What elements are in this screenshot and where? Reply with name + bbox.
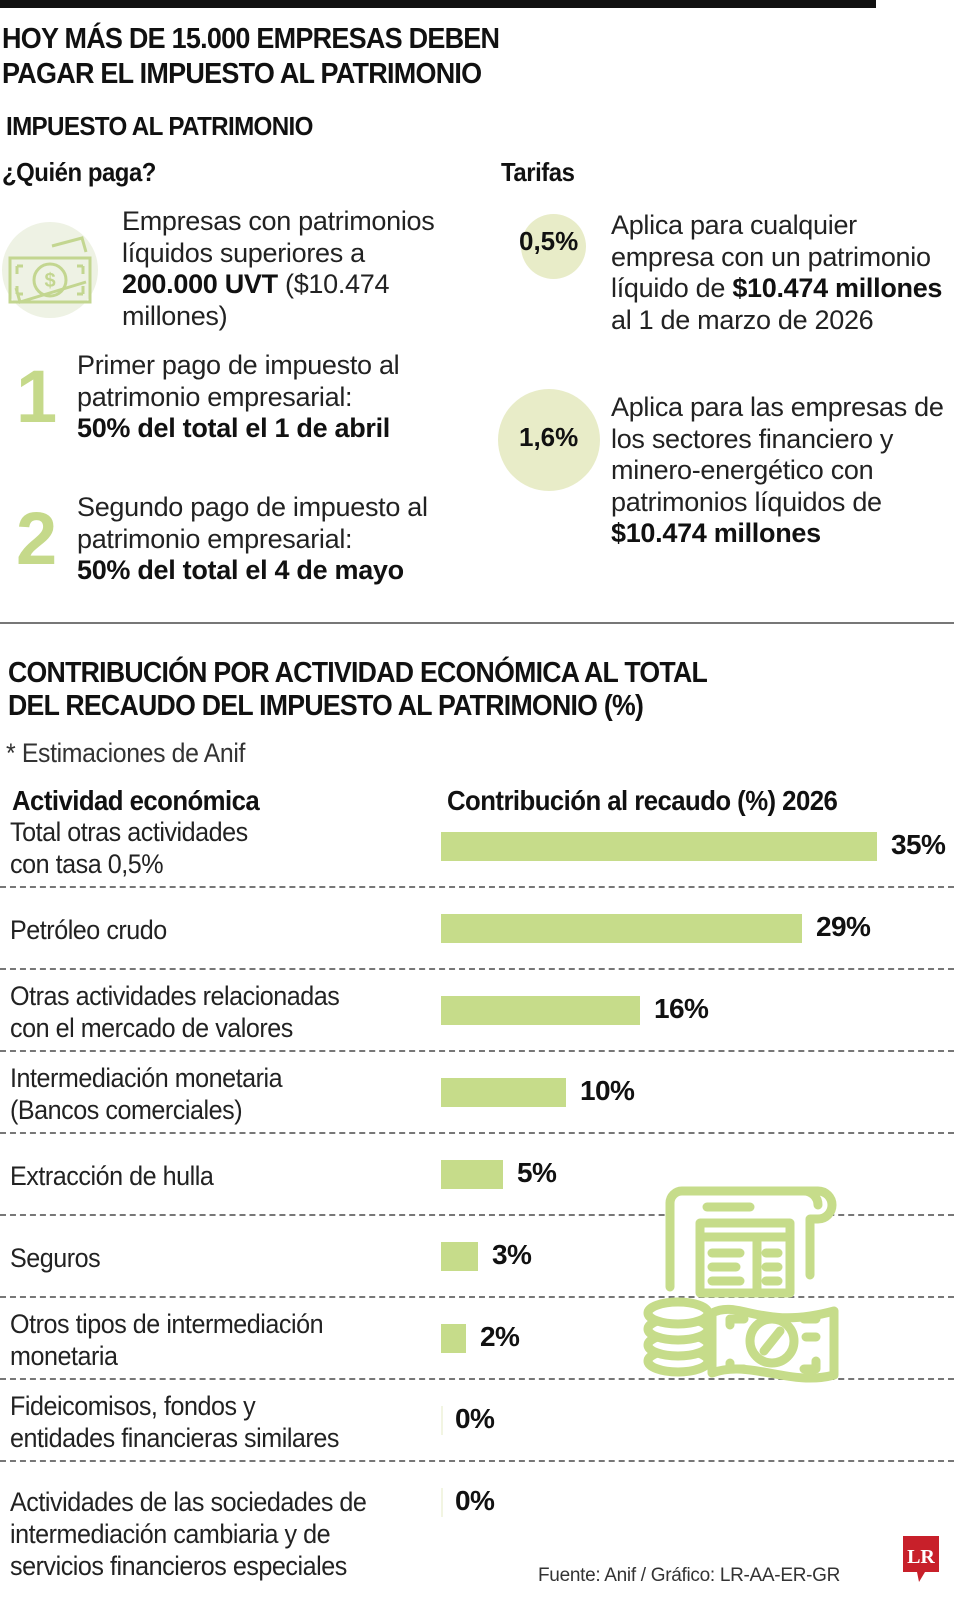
bar-value-label: 3% [492,1239,532,1270]
bar-value-label: 0% [455,1485,495,1516]
category-label: Actividades de las sociedades de intermed… [10,1487,367,1581]
top-rule [0,0,876,8]
rate-circle-0-5 [521,214,586,279]
bar-value-label: 29% [816,911,871,942]
rates-heading: Tarifas [501,157,575,187]
category-label: Otras actividades relacionadas con el mer… [10,981,340,1043]
bar-value-label: 5% [517,1157,557,1188]
section-title: IMPUESTO AL PATRIMONIO [6,111,313,141]
category-label: Extracción de hulla [10,1161,214,1191]
column-header-activity: Actividad económica [12,785,260,816]
chart-row: Fideicomisos, fondos y entidades financie… [0,1390,954,1472]
who-pays-description: Empresas con patrimonios líquidos superi… [122,206,435,331]
row-separator [0,1296,954,1298]
row-separator [0,1460,954,1462]
bar-value-label: 0% [455,1403,495,1434]
bar [441,996,640,1025]
payment-step-1: Primer pago de impuesto al patrimonio em… [77,350,400,443]
bar [441,1242,478,1271]
rate-value-1-6: 1,6% [519,422,579,452]
category-label: Intermediación monetaria (Bancos comercia… [10,1063,283,1125]
rate-circle-1-6 [498,389,600,491]
rate-description-1-6: Aplica para las empresas de los sectores… [611,392,944,548]
svg-text:$: $ [44,270,55,292]
page-title: HOY MÁS DE 15.000 EMPRESAS DEBEN PAGAR E… [2,23,500,90]
row-separator [0,886,954,888]
row-separator [0,1214,954,1216]
chart-row: Seguros 3% [0,1226,954,1308]
chart-row: Otras actividades relacionadas con el mer… [0,980,954,1062]
money-bill-icon: $ [2,222,98,318]
chart-title: CONTRIBUCIÓN POR ACTIVIDAD ECONÓMICA AL … [8,657,708,722]
bar [441,832,877,861]
bar [441,1078,566,1107]
bar-value-label: 16% [654,993,709,1024]
category-label: Seguros [10,1243,101,1273]
category-label: Fideicomisos, fondos y entidades financie… [10,1391,339,1453]
bar [441,914,802,943]
bar-value-label: 35% [891,829,946,860]
row-separator [0,1378,954,1380]
who-pays-heading: ¿Quién paga? [2,157,156,187]
column-header-contribution: Contribución al recaudo (%) 2026 [447,785,838,816]
category-label: Otros tipos de intermediación monetaria [10,1309,324,1371]
step-number-2: 2 [16,497,58,580]
section-divider [0,622,954,624]
tax-document-coins-icon [640,1175,860,1390]
row-separator [0,968,954,970]
rate-description-0-5: Aplica para cualquier empresa con un pat… [611,210,943,335]
payment-step-2: Segundo pago de impuesto al patrimonio e… [77,492,428,585]
bar [441,1324,466,1353]
chart-row: Total otras actividades con tasa 0,5% 35% [0,816,954,898]
chart-row: Petróleo crudo 29% [0,898,954,980]
step-number-1: 1 [16,355,58,438]
chart-row: Extracción de hulla 5% [0,1144,954,1226]
category-label: Petróleo crudo [10,915,167,945]
chart-row: Actividades de las sociedades de intermed… [0,1472,954,1581]
svg-text:LR: LR [907,1546,935,1568]
rate-value-0-5: 0,5% [519,226,579,256]
chart-note: * Estimaciones de Anif [6,738,246,768]
bar-value-label: 2% [480,1321,520,1352]
row-separator [0,1050,954,1052]
chart-row: Intermediación monetaria (Bancos comercia… [0,1062,954,1144]
lr-logo: LR [901,1534,941,1586]
source-credit: Fuente: Anif / Gráfico: LR-AA-ER-GR [538,1565,841,1586]
bar [441,1488,443,1517]
bar [441,1406,443,1435]
chart-row: Otros tipos de intermediación monetaria 2% [0,1308,954,1390]
bar-value-label: 10% [580,1075,635,1106]
bar [441,1160,503,1189]
row-separator [0,1132,954,1134]
category-label: Total otras actividades con tasa 0,5% [10,817,248,879]
